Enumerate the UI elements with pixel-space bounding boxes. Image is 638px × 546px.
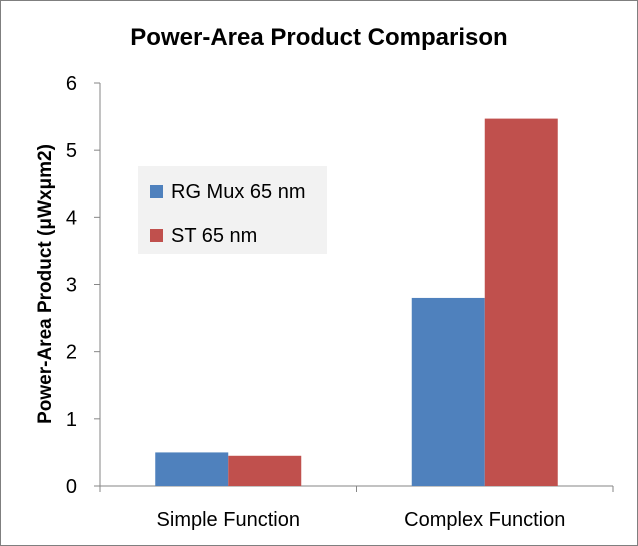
y-tick-label: 0 xyxy=(66,476,77,498)
y-tick-label: 5 xyxy=(66,140,77,162)
legend-box xyxy=(138,166,327,254)
chart-title: Power-Area Product Comparison xyxy=(130,24,507,51)
bar-st-0 xyxy=(228,455,302,486)
axes: 0 1 2 3 4 5 6 Simple Function Complex Function xyxy=(66,73,614,531)
y-axis-label: Power-Area Product (μWxμm2) xyxy=(35,144,56,424)
y-tick-label: 3 xyxy=(66,275,77,297)
y-tick-label: 4 xyxy=(66,207,77,229)
bar-rg-mux-0 xyxy=(155,452,229,486)
y-tick-label: 6 xyxy=(66,73,77,95)
x-category-label: Complex Function xyxy=(404,509,565,531)
legend-swatch xyxy=(150,229,163,242)
y-tick-label: 2 xyxy=(66,342,77,364)
legend-label: RG Mux 65 nm xyxy=(171,181,305,203)
x-category-label: Simple Function xyxy=(157,509,300,531)
legend-swatch xyxy=(150,185,163,198)
bar-st-1 xyxy=(484,118,558,487)
legend-label: ST 65 nm xyxy=(171,225,257,247)
legend: RG Mux 65 nm ST 65 nm xyxy=(138,166,327,254)
bars xyxy=(155,118,558,487)
bar-rg-mux-1 xyxy=(411,297,485,486)
y-tick-label: 1 xyxy=(66,409,77,431)
